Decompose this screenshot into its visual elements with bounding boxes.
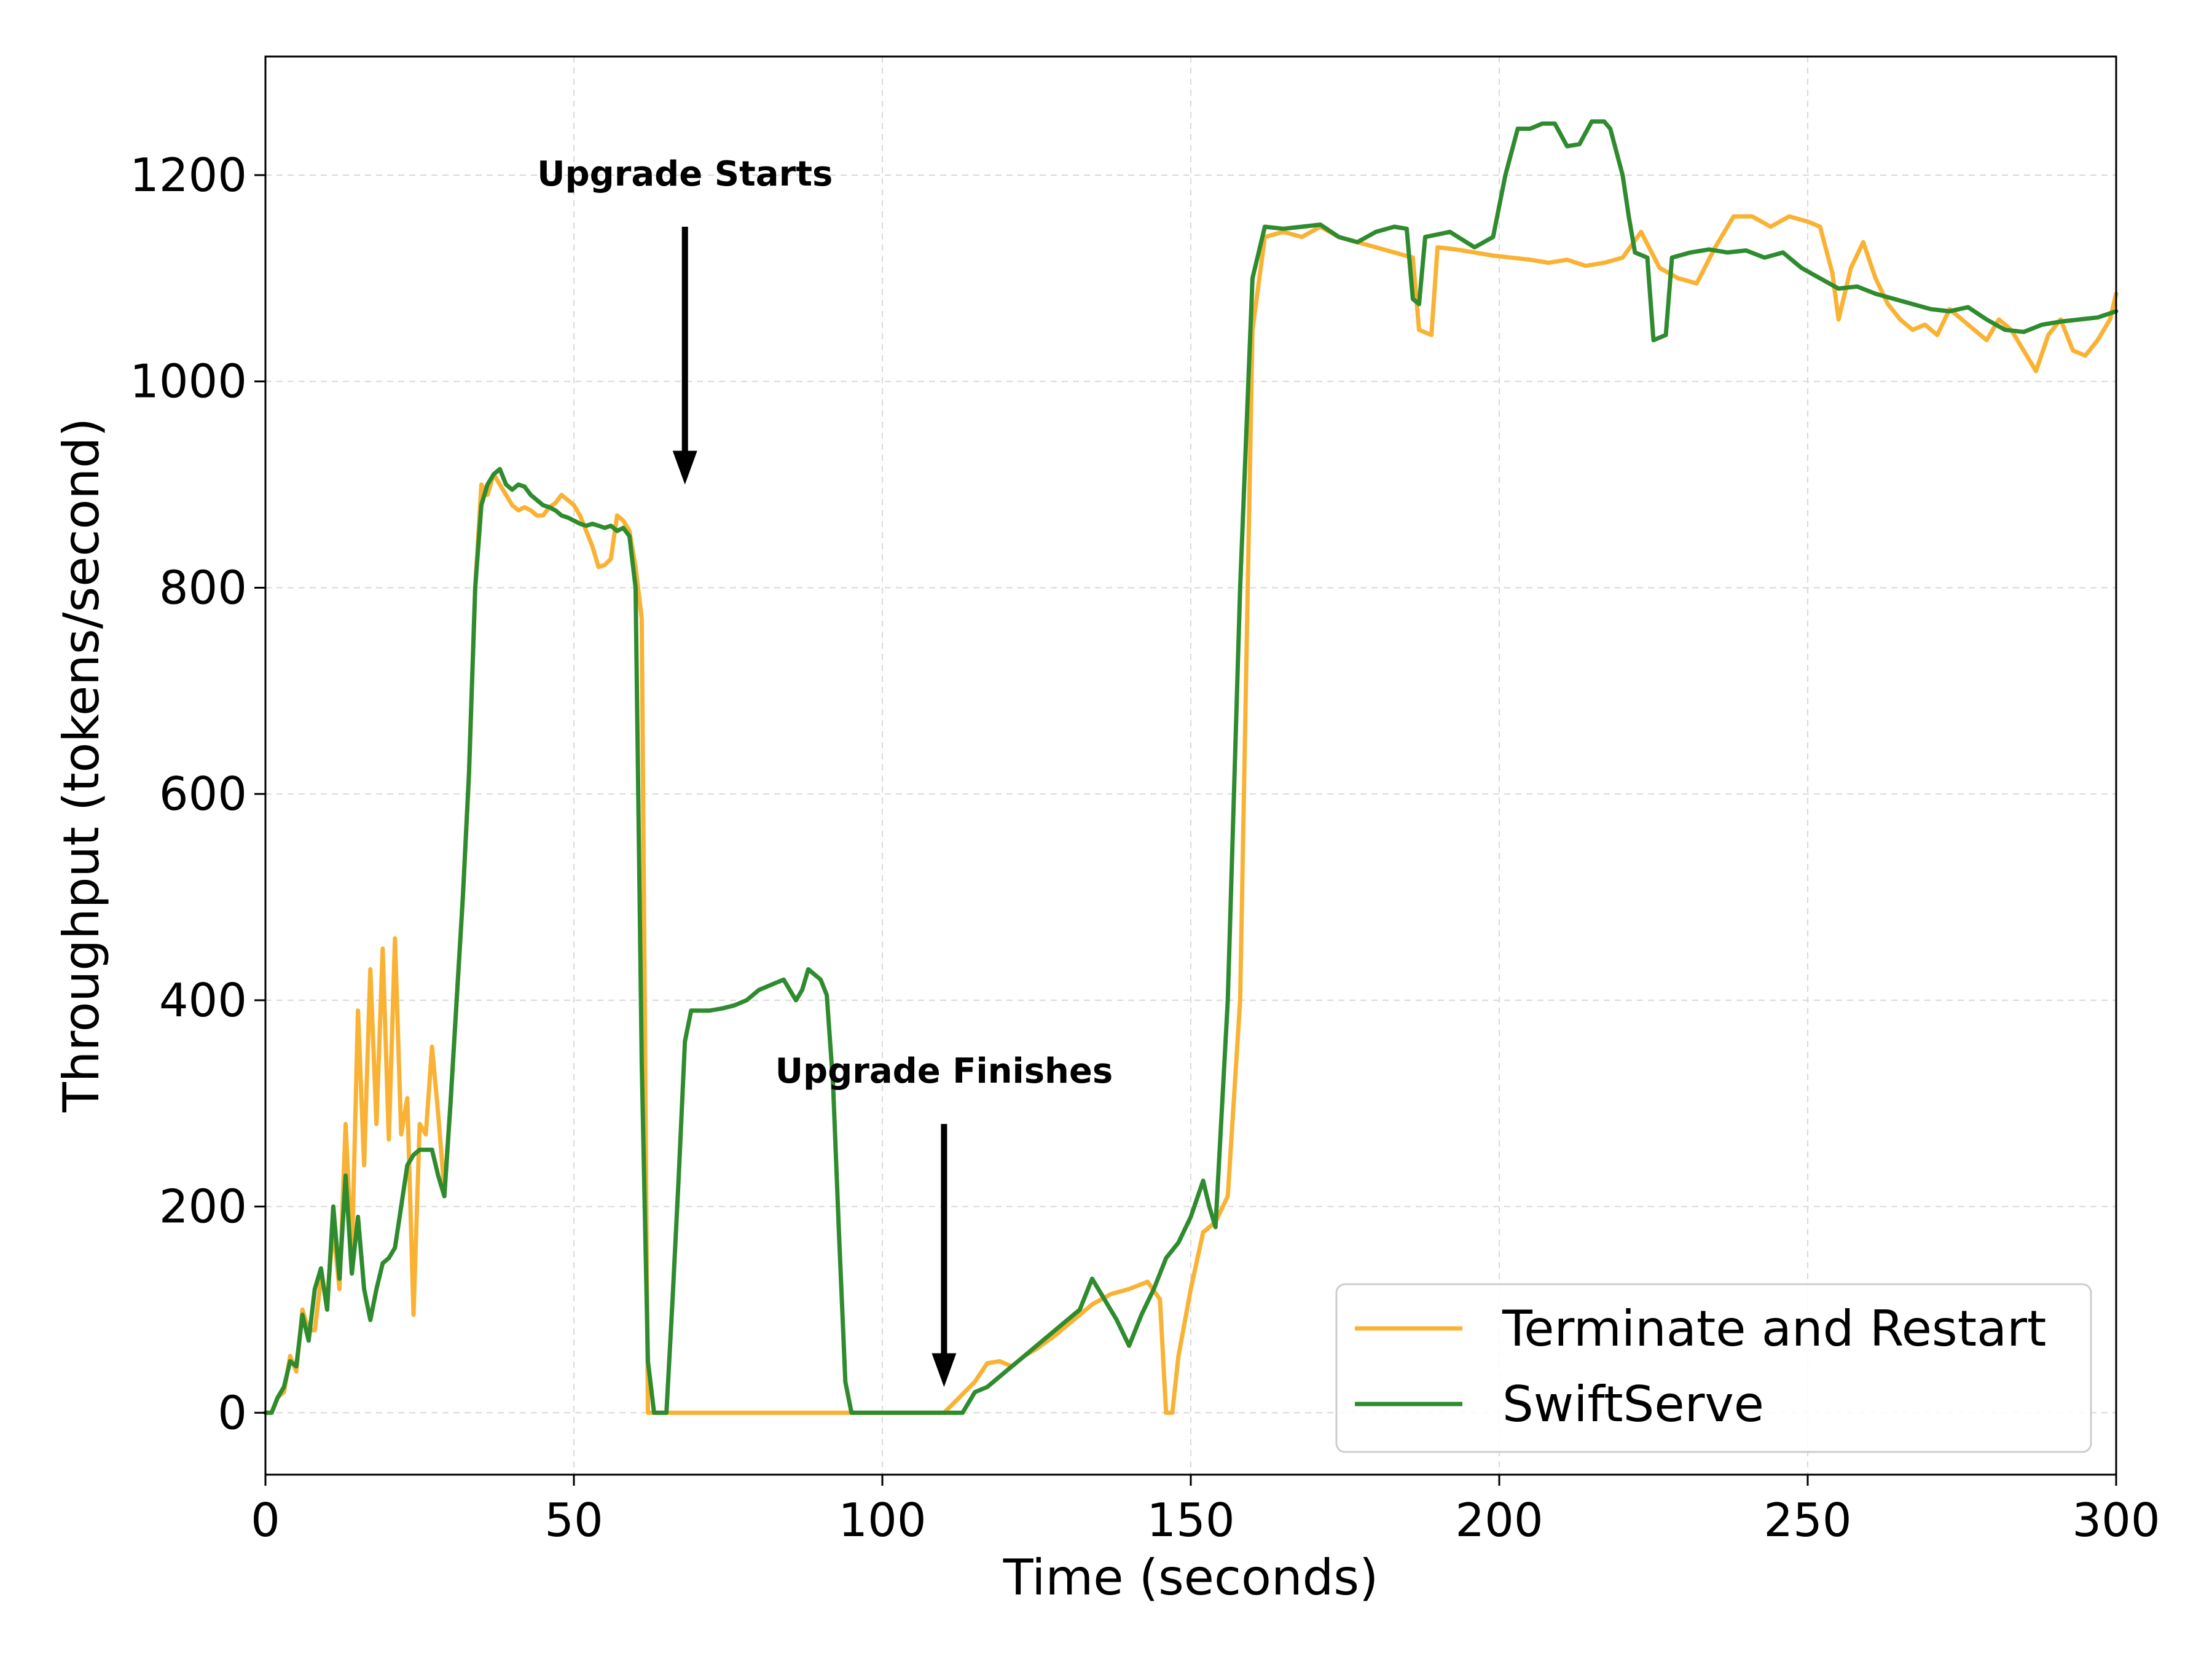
annotations: Upgrade Starts Upgrade Finishes	[537, 154, 1113, 1387]
y-axis-label: Throughput (tokens/second)	[53, 418, 110, 1113]
ticks: 0 50 100 150 200 250 300 0 200 400 600 800 1000 1200	[130, 148, 2160, 1547]
x-tick-label: 150	[1147, 1493, 1234, 1547]
annotation-arrow-head	[672, 450, 697, 485]
x-tick-label: 100	[838, 1493, 926, 1547]
x-tick-label: 200	[1455, 1493, 1543, 1547]
x-tick-label: 300	[2072, 1493, 2160, 1547]
y-tick-label: 200	[159, 1180, 247, 1234]
x-tick-label: 250	[1763, 1493, 1851, 1547]
y-tick-label: 1200	[130, 148, 247, 202]
y-tick-label: 600	[159, 767, 247, 821]
x-axis-label: Time (seconds)	[1003, 1549, 1379, 1606]
annotation-arrow-head	[931, 1353, 957, 1387]
series-group	[263, 119, 2119, 1415]
legend-label-swiftserve: SwiftServe	[1502, 1376, 1764, 1433]
y-tick-label: 400	[159, 973, 247, 1027]
y-tick-label: 1000	[130, 355, 247, 409]
y-tick-label: 800	[159, 560, 247, 614]
legend: Terminate and Restart SwiftServe	[1335, 1283, 2092, 1453]
x-tick-label: 0	[251, 1493, 280, 1547]
annotation-upgrade-finishes: Upgrade Finishes	[775, 1051, 1113, 1091]
annotation-upgrade-starts: Upgrade Starts	[537, 154, 833, 194]
x-tick-label: 50	[544, 1493, 603, 1547]
legend-box	[1335, 1283, 2092, 1453]
legend-label-terminate-and-restart: Terminate and Restart	[1502, 1300, 2046, 1357]
y-tick-label: 0	[218, 1386, 247, 1440]
series-line-swiftserve	[263, 119, 2119, 1415]
